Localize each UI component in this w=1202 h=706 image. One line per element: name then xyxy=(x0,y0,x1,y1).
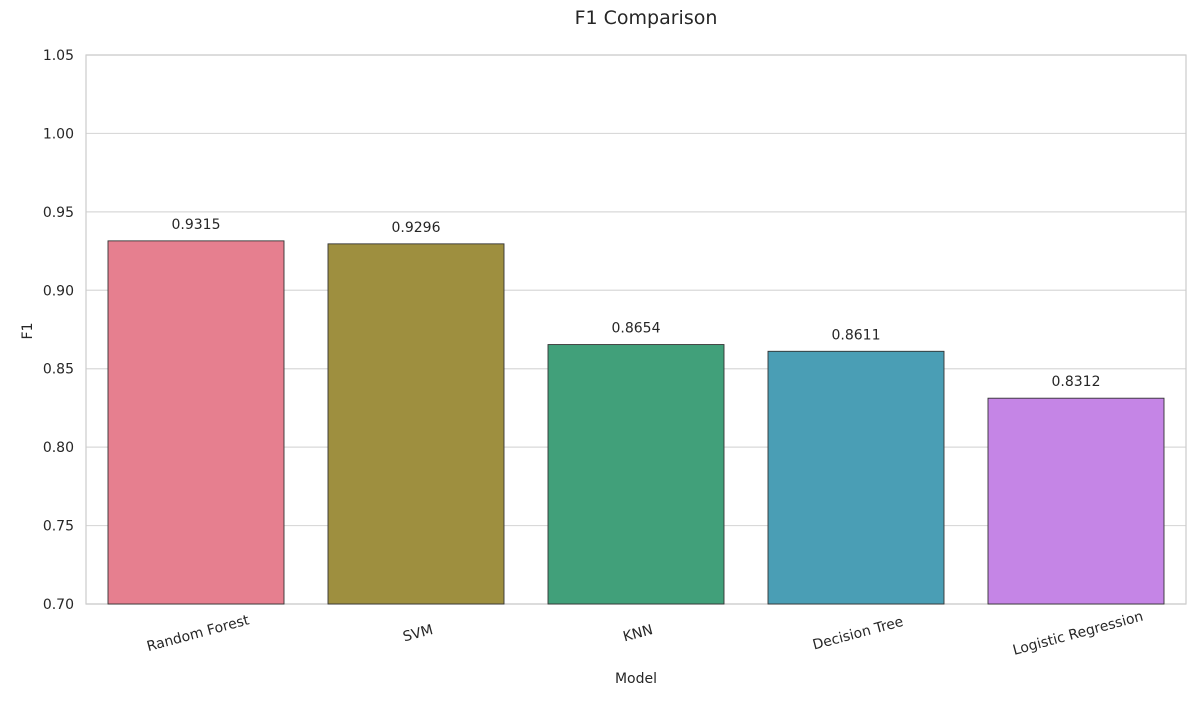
y-tick-label: 0.85 xyxy=(43,362,74,378)
bar-value-label: 0.8312 xyxy=(1052,374,1101,390)
y-axis-ticks: 0.70 0.75 0.80 0.85 0.90 0.95 1.00 1.05 xyxy=(43,48,74,613)
bar-value-label: 0.9315 xyxy=(172,217,221,233)
bar-value-label: 0.8611 xyxy=(832,327,881,343)
x-tick-label: Logistic Regression xyxy=(1011,609,1145,659)
y-tick-label: 0.90 xyxy=(43,283,74,299)
bar-value-label: 0.9296 xyxy=(392,220,441,236)
x-tick-label: Random Forest xyxy=(145,612,251,655)
y-tick-label: 0.70 xyxy=(43,597,74,613)
bar-random-forest xyxy=(107,240,285,605)
bar-decision-tree xyxy=(767,350,945,605)
x-tick-label: SVM xyxy=(401,622,435,645)
bar-knn xyxy=(547,344,725,605)
chart-title: F1 Comparison xyxy=(575,7,718,29)
x-axis-label: Model xyxy=(615,671,657,687)
x-tick-label: KNN xyxy=(621,622,654,645)
y-tick-label: 0.95 xyxy=(43,205,74,221)
bar-logistic-regression xyxy=(987,397,1165,605)
x-tick-label: Decision Tree xyxy=(811,614,905,654)
y-tick-label: 1.00 xyxy=(43,126,74,142)
x-axis-ticks: Random Forest SVM KNN Decision Tree Logistic… xyxy=(145,609,1145,659)
bar-value-label: 0.8654 xyxy=(612,321,661,337)
bar-svm xyxy=(327,243,505,605)
y-axis-label: F1 xyxy=(20,323,36,340)
value-labels: 0.9315 0.9296 0.8654 0.8611 0.8312 xyxy=(172,217,1101,390)
bars xyxy=(107,240,1165,605)
y-tick-label: 0.80 xyxy=(43,440,74,456)
y-tick-label: 0.75 xyxy=(43,519,74,535)
y-tick-label: 1.05 xyxy=(43,48,74,64)
